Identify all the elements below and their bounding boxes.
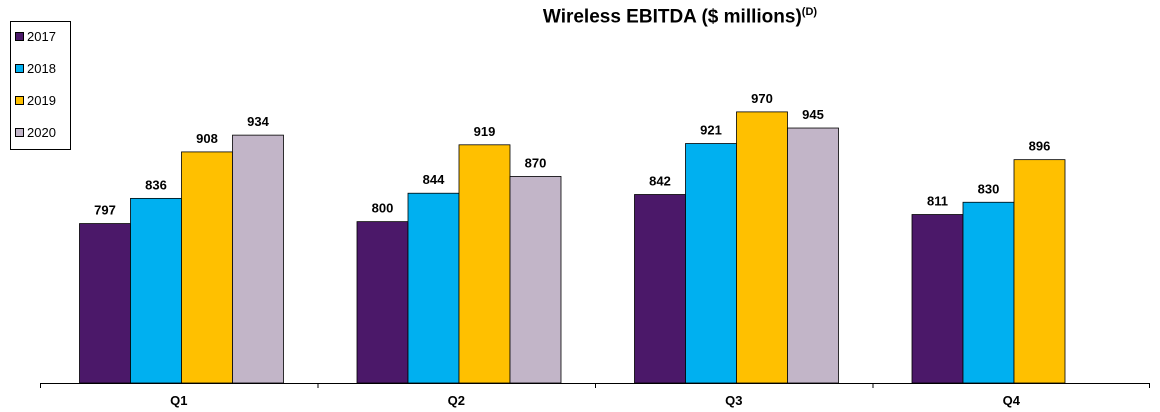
data-label-q1-2019: 908 [196, 131, 218, 146]
bar-q2-2018 [407, 192, 460, 384]
bar-q4-2018 [962, 201, 1015, 384]
x-tick-label-q1: Q1 [170, 393, 187, 408]
bar-q4-2017 [911, 214, 964, 384]
x-tick-label-q4: Q4 [1003, 393, 1021, 408]
chart-legend: 2017 2018 2019 2020 [10, 21, 71, 150]
chart-title-text: Wireless EBITDA ($ millions) [542, 6, 802, 28]
legend-label-2020: 2020 [27, 124, 56, 140]
bar-q2-2020 [509, 176, 562, 384]
data-label-q4-2017: 811 [927, 194, 948, 209]
legend-item-2019: 2019 [15, 91, 56, 109]
legend-swatch-2017 [15, 31, 24, 41]
bar-q1-2018 [130, 197, 182, 384]
data-label-q1-2020: 934 [247, 114, 269, 129]
legend-label-2018: 2018 [27, 60, 56, 76]
bar-q2-2017 [356, 221, 409, 384]
bar-q4-2019 [1013, 159, 1066, 384]
x-tick-label-q3: Q3 [725, 393, 742, 408]
data-label-q4-2019: 896 [1029, 139, 1051, 154]
legend-item-2020: 2020 [15, 123, 56, 141]
data-label-q3-2020: 945 [802, 107, 824, 122]
legend-swatch-2018 [15, 63, 24, 73]
legend-item-2017: 2017 [15, 27, 56, 45]
bar-q3-2017 [634, 194, 686, 384]
data-label-q4-2018: 830 [978, 181, 1000, 196]
legend-label-2017: 2017 [27, 28, 56, 44]
legend-label-2019: 2019 [27, 92, 56, 108]
bar-q1-2020 [232, 134, 284, 384]
chart-title-superscript: (D) [801, 6, 818, 18]
data-label-q2-2019: 919 [474, 124, 496, 139]
bar-q1-2017 [79, 223, 131, 384]
legend-swatch-2019 [15, 95, 24, 105]
data-label-q3-2017: 842 [649, 174, 671, 189]
bar-q2-2019 [458, 144, 511, 384]
x-tick-label-q2: Q2 [448, 393, 465, 408]
data-label-q1-2018: 836 [145, 177, 167, 192]
data-label-q2-2017: 800 [372, 201, 394, 216]
data-label-q2-2018: 844 [423, 172, 445, 187]
bar-q1-2019 [181, 151, 233, 384]
bar-q3-2019 [736, 111, 788, 384]
data-label-q1-2017: 797 [94, 203, 116, 218]
data-label-q2-2020: 870 [525, 155, 547, 170]
bar-q3-2020 [787, 127, 839, 384]
legend-swatch-2020 [15, 127, 24, 137]
data-label-q3-2019: 970 [751, 91, 773, 106]
chart-title: Wireless EBITDA ($ millions)(D) [0, 6, 1160, 28]
legend-item-2018: 2018 [15, 59, 56, 77]
bar-q3-2018 [685, 143, 737, 384]
data-label-q3-2018: 921 [700, 123, 722, 138]
